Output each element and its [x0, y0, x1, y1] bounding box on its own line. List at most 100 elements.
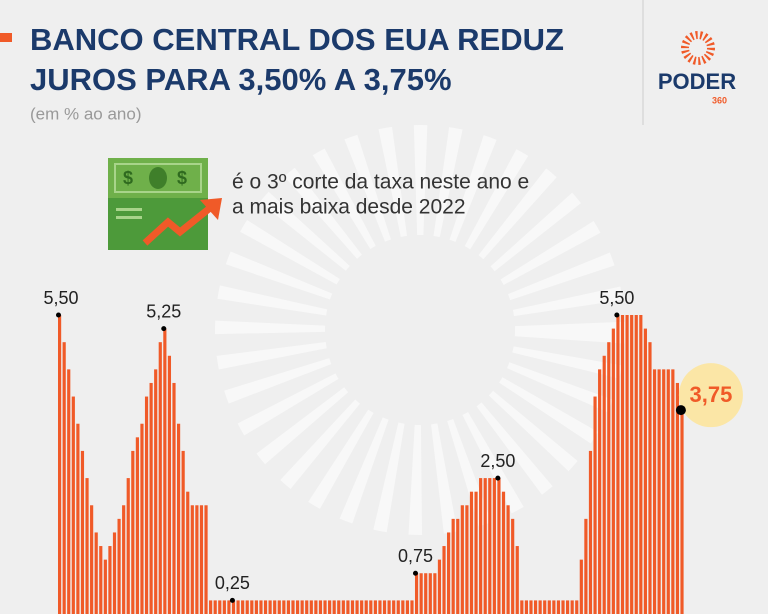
bar [99, 546, 103, 614]
bar [286, 600, 291, 614]
bar [584, 518, 588, 614]
bar [90, 505, 94, 614]
bar [675, 382, 680, 614]
bar [254, 600, 258, 614]
bar [172, 382, 176, 614]
value-label: 5,50 [599, 288, 634, 308]
bar [410, 600, 414, 614]
bar [671, 369, 675, 614]
bar [58, 315, 62, 614]
bar [204, 505, 208, 614]
bar [611, 328, 615, 614]
bar [657, 369, 661, 614]
bar [135, 437, 139, 614]
point [495, 475, 501, 481]
bar [598, 369, 602, 614]
bar [414, 573, 419, 614]
bar [144, 396, 149, 614]
bar [277, 600, 281, 614]
bar [602, 355, 606, 614]
callout-line: é o 3º corte da taxa neste ano e [232, 171, 529, 194]
bar [561, 600, 565, 614]
bar [543, 600, 547, 614]
bar [263, 600, 268, 614]
accent [0, 33, 12, 42]
bar [424, 573, 428, 614]
bar [552, 600, 556, 614]
bar [305, 600, 309, 614]
bar [648, 342, 652, 614]
bar [176, 423, 181, 614]
bar [154, 369, 158, 614]
bar [199, 505, 204, 614]
bar [524, 600, 528, 614]
bar [140, 423, 144, 614]
bar [492, 478, 496, 614]
bar [337, 600, 341, 614]
bar [451, 518, 455, 614]
bar [112, 532, 117, 614]
bar [273, 600, 277, 614]
bar [209, 600, 213, 614]
money-icon: $ $ [108, 158, 222, 250]
point [412, 570, 418, 576]
point [614, 312, 620, 318]
bar [149, 382, 153, 614]
bar [652, 369, 657, 614]
bar [387, 600, 391, 614]
bar [117, 518, 121, 614]
bar [428, 573, 432, 614]
bar [401, 600, 405, 614]
bar [488, 478, 492, 614]
bar [579, 559, 583, 614]
bar [181, 450, 185, 614]
bar [630, 315, 634, 614]
bar [268, 600, 272, 614]
value-label: 0,25 [215, 573, 250, 593]
bar [80, 450, 85, 614]
bar [680, 410, 684, 614]
bar [506, 505, 510, 614]
bar [126, 478, 130, 614]
bar [241, 600, 245, 614]
value-label: 3,75 [690, 382, 733, 407]
bar [76, 423, 80, 614]
bar [556, 600, 561, 614]
bar [364, 600, 368, 614]
bar [566, 600, 570, 614]
bar [469, 491, 474, 614]
sunburst [215, 125, 625, 535]
bar [474, 491, 478, 614]
bar [616, 315, 620, 614]
logo-sub: 360 [712, 95, 727, 105]
bar [94, 532, 98, 614]
bar [318, 600, 323, 614]
bar [346, 600, 350, 614]
bar [218, 600, 222, 614]
bar [511, 518, 515, 614]
bar [314, 600, 318, 614]
bar [529, 600, 533, 614]
bar [405, 600, 410, 614]
bar [62, 342, 66, 614]
bar [382, 600, 387, 614]
subtitle: (em % ao ano) [30, 104, 142, 123]
bar [355, 600, 359, 614]
bar [85, 478, 89, 614]
bar [433, 573, 437, 614]
bar [103, 559, 107, 614]
bar [639, 315, 643, 614]
bar [250, 600, 254, 614]
point [675, 405, 686, 416]
logo: PODER [658, 69, 736, 94]
bar [634, 315, 638, 614]
bar [392, 600, 396, 614]
bar [360, 600, 364, 614]
bar [447, 532, 451, 614]
bar [291, 600, 295, 614]
bar [662, 369, 666, 614]
bar [620, 315, 625, 614]
bar [515, 546, 519, 614]
callout-line: a mais baixa desde 2022 [232, 196, 466, 219]
